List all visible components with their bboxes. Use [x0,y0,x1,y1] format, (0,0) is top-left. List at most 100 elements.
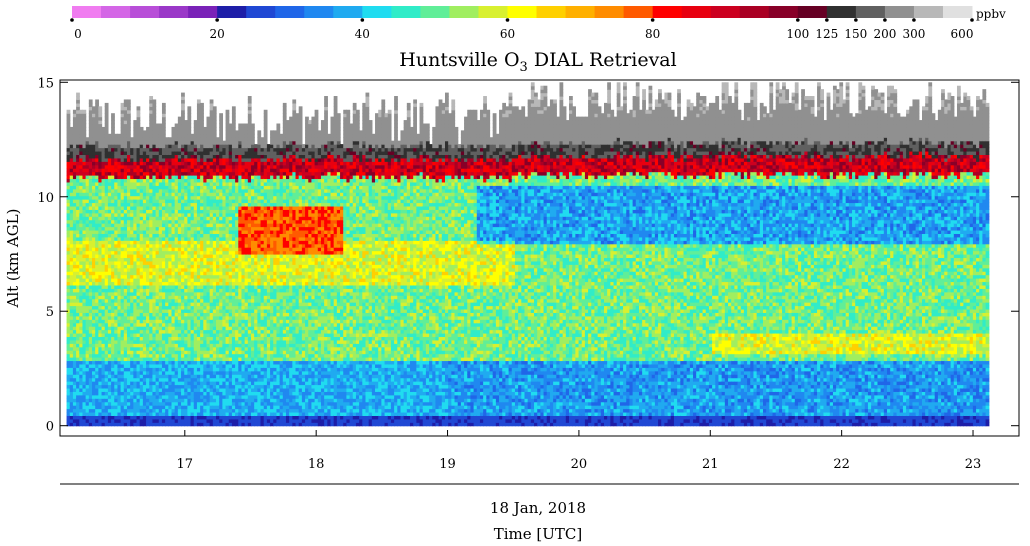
heat-cell [187,113,191,117]
heat-cell [137,120,141,124]
heat-cell [152,110,156,114]
heat-cell [213,117,217,121]
heat-cell [111,120,115,124]
colorbar-label: 0 [74,27,82,41]
heat-cell [197,99,201,103]
heat-cell [152,99,156,103]
heat-cell [82,130,86,134]
heat-cell [200,103,204,107]
heat-cell [187,127,191,131]
colorbar-tick [854,18,858,22]
heat-cell [187,120,191,124]
chart-title-sub: 3 [520,60,528,75]
heat-cell [200,123,204,127]
colorbar-swatch [943,6,973,18]
colorbar-tick [970,18,974,22]
heat-cell [162,103,166,107]
heat-cell [181,117,185,121]
colorbar-swatch [914,6,944,18]
heat-cell [152,120,156,124]
heat-cell [219,123,223,127]
heat-cell [162,117,166,121]
heat-cell [162,127,166,131]
colorbar-swatch [217,6,247,18]
heat-cell [111,113,115,117]
heat-cell [226,110,230,114]
heat-cell [232,117,236,121]
heat-cell [89,103,93,107]
heat-cell [162,110,166,114]
colorbar-swatch [566,6,596,18]
heat-cell [105,130,109,134]
colorbar-swatch [856,6,886,18]
colorbar-swatch [537,6,567,18]
heat-cell [187,110,191,114]
heat-cell [105,113,109,117]
chart-title: Huntsville O3 DIAL Retrieval [399,49,676,75]
heat-cell [200,106,204,110]
heat-cell [187,106,191,110]
heat-cell [127,117,131,121]
heat-cell [98,113,102,117]
heat-cell [140,127,144,131]
colorbar-swatch [711,6,741,18]
heat-cell [127,106,131,110]
heat-cell [98,117,102,121]
heat-cell [137,106,141,110]
colorbar-swatch [507,6,537,18]
heat-cell [181,96,185,100]
heat-cell [67,110,71,114]
heat-cell [219,120,223,124]
colorbar-swatch [391,6,421,18]
heat-cell [162,106,166,110]
heat-cell [232,113,236,117]
heat-cell [67,123,71,127]
heat-cell [98,120,102,124]
heat-cell [82,134,86,138]
heat-cell [127,123,131,127]
colorbar-label: 600 [951,27,974,41]
heat-cell [95,99,99,103]
heat-cell [82,110,86,114]
heat-cell [219,134,223,138]
heat-cell [181,99,185,103]
heat-cell [82,117,86,121]
colorbar-unit: ppbv [976,7,1006,21]
colorbar-swatch [420,6,450,18]
heat-cell [152,113,156,117]
heatmap-cells [67,82,990,426]
heat-cell [67,113,71,117]
colorbar-label: 40 [355,27,370,41]
heat-cell [162,123,166,127]
heat-cell [213,120,217,124]
heat-cell [213,110,217,114]
colorbar-label: 125 [815,27,838,41]
heat-cell [232,120,236,124]
colorbar-swatch [624,6,654,18]
colorbar-label: 80 [645,27,660,41]
heat-cell [162,120,166,124]
heat-cell [226,113,230,117]
heat-cell [200,120,204,124]
heat-cell [127,99,131,103]
heat-cell [162,113,166,117]
colorbar-tick [70,18,74,22]
heat-cell [82,120,86,124]
heat-cell [152,117,156,121]
heat-cell [127,127,131,131]
colorbar-label: 200 [873,27,896,41]
heat-cell [210,103,214,107]
heat-cell [213,134,217,138]
heat-cell [213,130,217,134]
chart-title-main: Huntsville O [399,49,519,71]
heat-cell [127,103,131,107]
heat-cell [95,103,99,107]
heat-cell [82,127,86,131]
heat-cell [76,103,80,107]
heat-cell [210,99,214,103]
colorbar-label: 100 [786,27,809,41]
colorbar-tick [883,18,887,22]
heat-cell [76,93,80,97]
heat-cell [111,130,115,134]
colorbar-tick [361,18,365,22]
